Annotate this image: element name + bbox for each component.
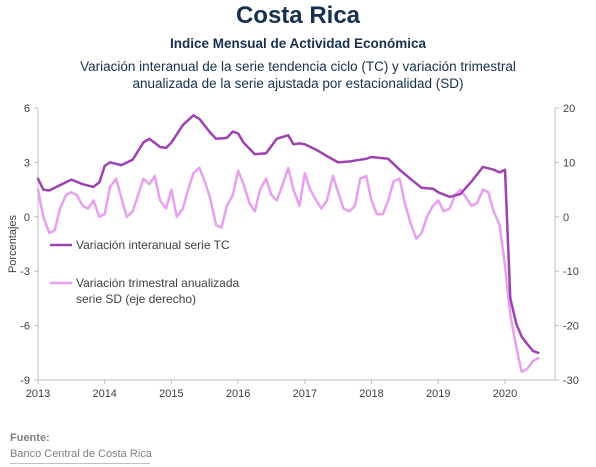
right-tick-label: -10 [563,266,579,278]
series-tc-line [36,114,540,355]
x-tick-label: 2016 [226,388,250,400]
x-tick-label: 2019 [426,388,450,400]
source-text: Banco Central de Costa Rica [10,448,152,460]
x-tick-label: 2018 [359,388,383,400]
source-label: Fuente: [10,432,50,444]
description-line-1: Variación interanual de la serie tendenc… [80,59,516,74]
chart-area: 6 3 0 -3 -6 -9 20 10 0 -10 -20 -30 2013 2014 2015 2016 2… [7,103,579,400]
left-tick-label: -9 [20,375,30,387]
left-tick-label: 6 [24,103,30,115]
x-tick-label: 2015 [159,388,183,400]
left-tick-label: -6 [20,321,30,333]
chart-description: Variación interanual de la serie tendenc… [20,58,576,92]
right-tick-label: 20 [563,103,575,115]
left-tick-label: 0 [24,212,30,224]
chart-title: Costa Rica [235,2,361,29]
right-tick-label: -20 [563,321,579,333]
left-tick-label: 3 [24,157,30,169]
source-underline [10,463,150,464]
y-axis-label: Porcentajes [7,214,19,273]
legend-sd-label-line2: serie SD (eje derecho) [76,292,196,306]
right-tick-label: 10 [563,157,575,169]
x-tick-label: 2017 [293,388,317,400]
series-sd-line [36,166,540,374]
legend-tc-label: Variación interanual serie TC [76,238,230,252]
x-tick-label: 2014 [92,388,116,400]
chart-subtitle: Indice Mensual de Actividad Económica [169,36,427,51]
x-tick-label: 2020 [493,388,517,400]
x-tick-label: 2013 [26,388,50,400]
right-tick-label: 0 [563,212,569,224]
right-tick-label: -30 [563,375,579,387]
left-tick-label: -3 [20,266,30,278]
legend-sd-label-line1: Variación trimestral anualizada [76,276,240,290]
description-line-2: anualizada de la serie ajustada por esta… [132,76,464,91]
